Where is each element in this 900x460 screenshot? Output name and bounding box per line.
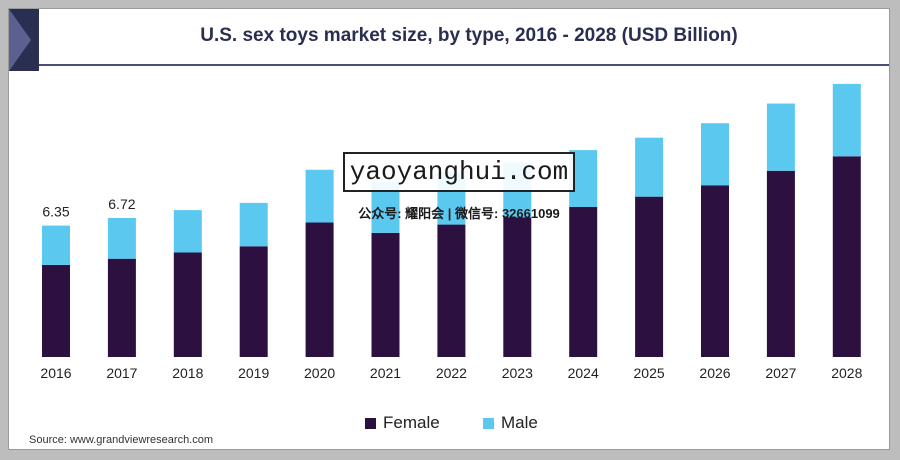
bar-female-2025 bbox=[635, 196, 664, 357]
bar-female-2021 bbox=[371, 232, 400, 357]
legend-label-male: Male bbox=[501, 413, 538, 432]
bar-male-2018 bbox=[173, 210, 202, 253]
bar-female-2023 bbox=[503, 217, 532, 357]
title-divider bbox=[39, 64, 889, 66]
x-tick-label-2024: 2024 bbox=[568, 365, 599, 381]
bar-female-2028 bbox=[832, 156, 861, 357]
x-tick-label-2027: 2027 bbox=[765, 365, 796, 381]
data-label-2017: 6.72 bbox=[108, 196, 135, 212]
bar-male-2027 bbox=[766, 103, 795, 171]
bar-female-2017 bbox=[107, 258, 136, 357]
watermark-subtext: 公众号: 耀阳会 | 微信号: 32661099 bbox=[358, 206, 560, 221]
legend-item-female: Female bbox=[365, 413, 440, 433]
value-labels: 6.35 6.72 bbox=[42, 196, 135, 220]
bar-female-2016 bbox=[42, 264, 70, 357]
bar-male-2028 bbox=[832, 83, 861, 157]
stacked-bar-chart: 2016 2017 2018 2019 2020 2021 2022 2023 2024 2025… bbox=[40, 83, 863, 381]
bar-female-2022 bbox=[437, 224, 466, 357]
corner-notch bbox=[9, 9, 31, 71]
source-note: Source: www.grandviewresearch.com bbox=[29, 434, 214, 446]
data-label-2016: 6.35 bbox=[42, 204, 69, 220]
bar-male-2020 bbox=[305, 169, 334, 223]
legend-swatch-female bbox=[365, 417, 376, 429]
bar-female-2020 bbox=[305, 222, 334, 357]
x-tick-label-2026: 2026 bbox=[699, 365, 730, 381]
legend-swatch-male bbox=[483, 417, 494, 429]
legend-label-female: Female bbox=[383, 413, 440, 432]
x-tick-label-2016: 2016 bbox=[40, 365, 71, 381]
watermark-box: yaoyanghui.com bbox=[343, 152, 575, 192]
bar-female-2019 bbox=[239, 246, 268, 357]
x-tick-label-2028: 2028 bbox=[831, 365, 862, 381]
x-tick-label-2017: 2017 bbox=[106, 365, 137, 381]
bar-female-2026 bbox=[701, 185, 729, 357]
x-tick-label-2018: 2018 bbox=[172, 365, 203, 381]
x-tick-label-2020: 2020 bbox=[304, 365, 335, 381]
bar-female-2027 bbox=[766, 170, 795, 357]
legend-item-male: Male bbox=[483, 413, 538, 433]
bar-female-2024 bbox=[569, 207, 598, 357]
bar-female-2018 bbox=[173, 252, 202, 357]
bar-male-2016 bbox=[42, 225, 70, 265]
bar-male-2017 bbox=[107, 217, 136, 259]
corner-accent bbox=[9, 9, 39, 71]
x-tick-label-2019: 2019 bbox=[238, 365, 269, 381]
x-tick-label-2025: 2025 bbox=[634, 365, 665, 381]
bar-male-2026 bbox=[701, 123, 729, 186]
bar-male-2025 bbox=[635, 137, 664, 197]
bar-male-2019 bbox=[239, 202, 268, 247]
chart-title: U.S. sex toys market size, by type, 2016… bbox=[200, 25, 738, 46]
x-tick-label-2022: 2022 bbox=[436, 365, 467, 381]
chart-frame: U.S. sex toys market size, by type, 2016… bbox=[8, 8, 890, 450]
x-tick-label-2023: 2023 bbox=[502, 365, 533, 381]
bars-group bbox=[42, 83, 861, 357]
x-axis-labels: 2016 2017 2018 2019 2020 2021 2022 2023 2024 2025… bbox=[40, 365, 862, 381]
x-tick-label-2021: 2021 bbox=[370, 365, 401, 381]
